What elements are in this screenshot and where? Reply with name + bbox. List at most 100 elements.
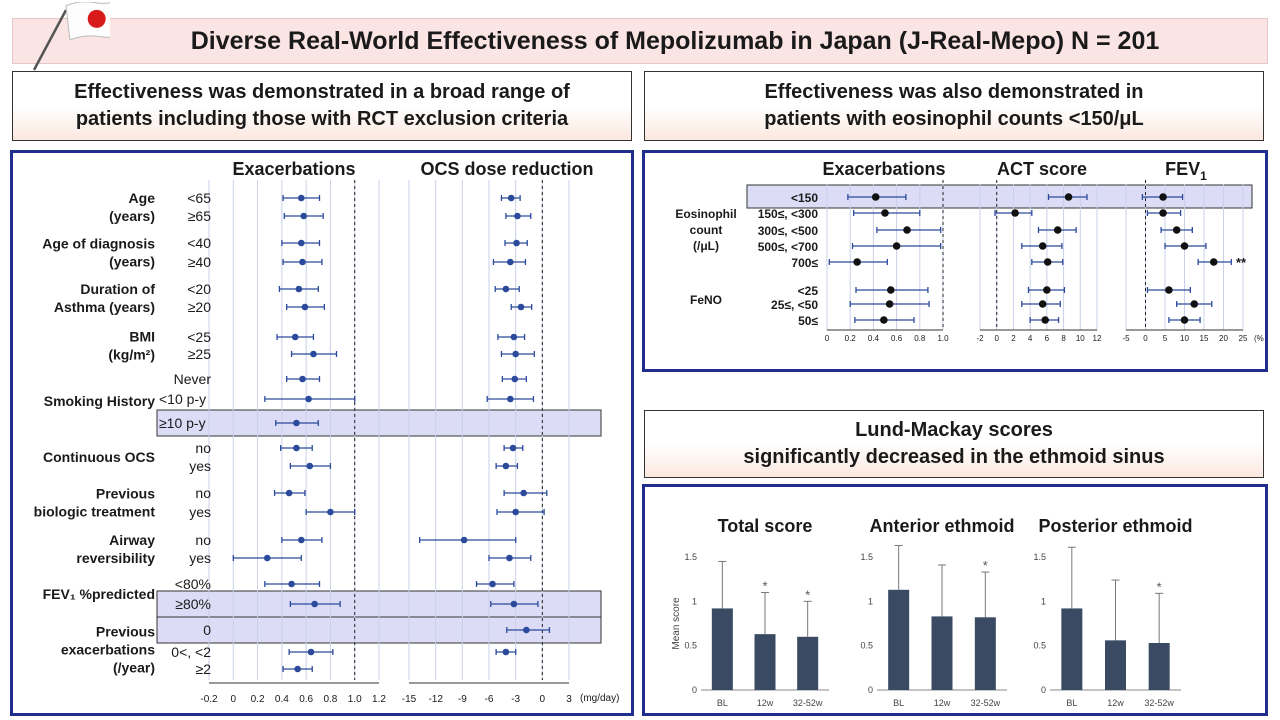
row-subgroup-label: ≥2 [196,661,212,677]
row-subgroup-label: ≥25 [188,346,211,362]
row-subgroup-label: Never [174,371,212,387]
estimate-marker [903,226,911,234]
right-top-section-header: Effectiveness was also demonstrated in pa… [644,71,1264,141]
y-tick-label: 1.5 [1033,552,1046,562]
row-group-label: (/μL) [693,239,719,253]
x-tick-label: 32-52w [1144,698,1174,708]
estimate-marker [892,242,901,250]
row-group-label: Airway [109,532,155,548]
x-tick-label: 3 [566,694,572,705]
exacerbation-estimate-marker [310,350,317,358]
exacerbation-estimate-marker [327,508,334,516]
x-tick-label: 0 [540,694,546,705]
row-subgroup-label: ≥20 [188,299,211,315]
x-tick-label: -5 [1122,334,1130,343]
row-group-label: FEV₁ %predicted [43,586,155,602]
row-subgroup-label: <80% [175,576,211,592]
axis-unit-label: (% [1254,334,1264,343]
chart-title: ACT score [997,159,1087,179]
row-group-label: reversibility [76,550,155,566]
bar [888,589,910,690]
exacerbation-estimate-marker [293,419,300,427]
estimate-marker [1064,193,1073,201]
y-tick-label: 1.5 [860,552,873,562]
row-group-label: (years) [109,208,155,224]
x-tick-label: 32-52w [793,698,823,708]
title-banner: Diverse Real-World Effectiveness of Mepo… [12,18,1268,64]
chart-title: Exacerbations [232,159,355,179]
estimate-marker [1043,258,1052,266]
x-tick-label: 0 [994,334,999,343]
x-tick-label: 0 [1143,334,1148,343]
row-subgroup-label: ≥65 [188,208,211,224]
ocs-estimate-marker [510,333,518,341]
row-group-label: Previous [96,486,155,502]
estimate-marker [1172,226,1181,234]
row-subgroup-label: 500≤, <700 [758,240,819,254]
ocs-estimate-marker [489,580,496,588]
row-group-label: BMI [129,329,155,345]
right-bottom-header-line-2: significantly decreased in the ethmoid s… [743,446,1165,468]
y-tick-label: 0 [692,685,697,695]
row-group-label: Previous [96,624,155,640]
estimate-marker [1038,300,1047,308]
left-header-line-2: patients including those with RCT exclus… [75,108,569,130]
estimate-marker [881,209,889,217]
row-subgroup-label: 150≤, <300 [758,207,819,221]
row-subgroup-label: <20 [187,281,211,297]
bar [1105,640,1126,690]
row-subgroup-label: ≥10 p-y [159,415,206,431]
estimate-marker [1041,316,1049,324]
ocs-estimate-marker [512,350,519,358]
exacerbation-estimate-marker [263,554,271,562]
ocs-estimate-marker [514,212,521,220]
right-bottom-header-line-1: Lund-Mackay scores [855,419,1053,441]
exacerbation-estimate-marker [294,665,301,673]
x-tick-label: 32-52w [971,698,1001,708]
row-subgroup-label: 700≤ [791,256,818,270]
estimate-marker [1165,286,1173,294]
x-tick-label: 5 [1163,334,1168,343]
significance-marker: * [1157,579,1162,594]
x-tick-label: 20 [1219,334,1228,343]
bar [711,608,733,690]
significance-marker: * [805,587,810,602]
row-group-label: Duration of [80,281,155,297]
row-subgroup-label: no [195,532,211,548]
exacerbation-estimate-marker [293,444,300,452]
ocs-estimate-marker [506,554,513,562]
left-section-header: Effectiveness was demonstrated in a broa… [12,71,632,141]
ocs-estimate-marker [509,444,517,452]
estimate-marker [1053,226,1062,234]
ocs-estimate-marker [520,489,527,497]
x-tick-label: 1.0 [348,694,362,705]
bar [974,617,996,690]
x-tick-label: 10 [1076,334,1085,343]
x-tick-label: BL [893,698,904,708]
x-tick-label: 1.0 [937,334,949,343]
x-tick-label: 4 [1028,334,1033,343]
estimate-marker [1043,286,1051,294]
row-subgroup-label: ≥40 [188,254,211,270]
row-subgroup-label: 25≤, <50 [771,298,818,312]
row-subgroup-label: <10 p-y [159,391,206,407]
row-group-label: Asthma (years) [54,299,155,315]
exacerbation-estimate-marker [311,600,318,608]
exacerbation-estimate-marker [307,648,315,656]
x-tick-label: 1.2 [372,694,386,705]
chart-title: OCS dose reduction [420,159,593,179]
x-tick-label: 0.2 [251,694,265,705]
row-subgroup-label: 0<, <2 [171,644,211,660]
y-tick-label: 0.5 [1033,641,1046,651]
ocs-estimate-marker [513,239,520,247]
estimate-marker [853,258,861,266]
exacerbation-estimate-marker [291,333,299,341]
axis-unit-label: (mg/day) [580,693,619,704]
exacerbation-estimate-marker [301,303,309,311]
x-tick-label: 0 [825,334,830,343]
x-tick-label: -9 [458,694,467,705]
row-group-label: Age [129,190,156,206]
ocs-estimate-marker [511,375,519,383]
row-group-label: FeNO [690,293,722,307]
